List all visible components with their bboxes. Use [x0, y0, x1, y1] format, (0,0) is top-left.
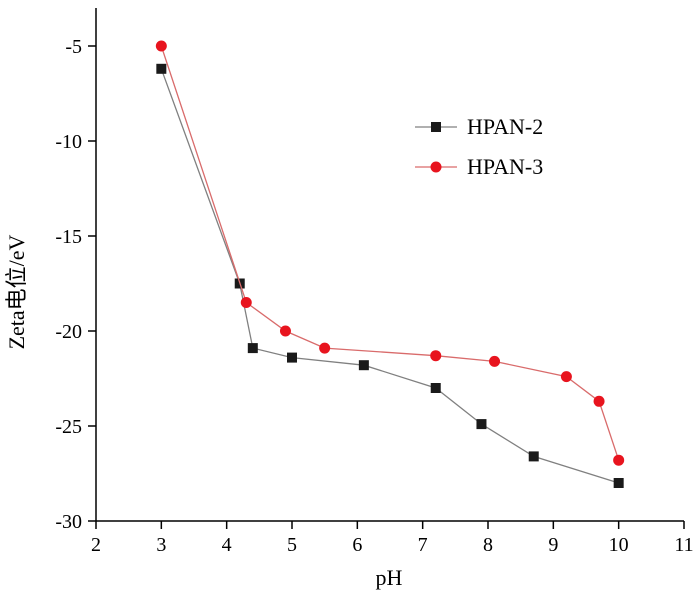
legend-item-hpan-3: HPAN-3 [415, 154, 543, 179]
y-tick-label: -5 [65, 36, 82, 58]
y-tick-label: -10 [55, 131, 82, 153]
x-tick-label: 11 [674, 534, 693, 556]
legend-marker-square [431, 122, 441, 132]
data-point-circle [613, 454, 625, 466]
x-tick-label: 10 [609, 534, 629, 556]
data-point-square [156, 63, 167, 74]
y-tick-label: -15 [55, 226, 82, 248]
x-tick-label: 3 [156, 534, 166, 556]
series-layer [155, 40, 625, 488]
y-tick-label: -30 [55, 511, 82, 533]
series-line [160, 68, 619, 484]
data-point-circle [240, 297, 252, 308]
data-point-circle [155, 40, 167, 52]
data-point-square [287, 352, 297, 363]
axes: 2 3 4 5 6 7 8 9 10 11 -5 -10 -15 -20 -25 -30 [55, 8, 694, 556]
data-point-square [613, 478, 624, 488]
x-tick-label: 8 [483, 534, 493, 556]
legend: HPAN-2 HPAN-3 [415, 114, 543, 179]
x-tick-label: 2 [91, 534, 101, 556]
data-point-circle [319, 342, 331, 354]
x-axis-label: pH [376, 565, 403, 590]
y-tick-label: -25 [55, 416, 82, 438]
data-point-square [358, 360, 369, 371]
legend-marker-circle [430, 161, 442, 173]
x-tick-label: 4 [222, 534, 232, 556]
x-tick-label: 5 [287, 534, 297, 556]
x-tick-label: 7 [418, 534, 428, 556]
data-point-circle [279, 325, 291, 337]
data-point-square [247, 343, 258, 354]
x-tick-label: 6 [352, 534, 362, 556]
series-line [160, 45, 620, 461]
data-point-square [430, 383, 441, 393]
legend-item-hpan-2: HPAN-2 [415, 114, 543, 139]
data-point-circle [489, 355, 501, 367]
series-hpan-2 [156, 63, 624, 488]
legend-label: HPAN-3 [467, 154, 543, 179]
data-point-circle [430, 350, 442, 362]
data-point-square [476, 419, 487, 430]
x-tick-label: 9 [548, 534, 558, 556]
series-hpan-3 [155, 40, 625, 466]
data-point-circle [560, 371, 572, 383]
legend-label: HPAN-2 [467, 114, 543, 139]
data-point-circle [593, 395, 605, 407]
data-point-square [528, 451, 539, 462]
y-tick-label: -20 [55, 321, 82, 343]
y-axis-label: Zeta电位/eV [4, 234, 29, 349]
